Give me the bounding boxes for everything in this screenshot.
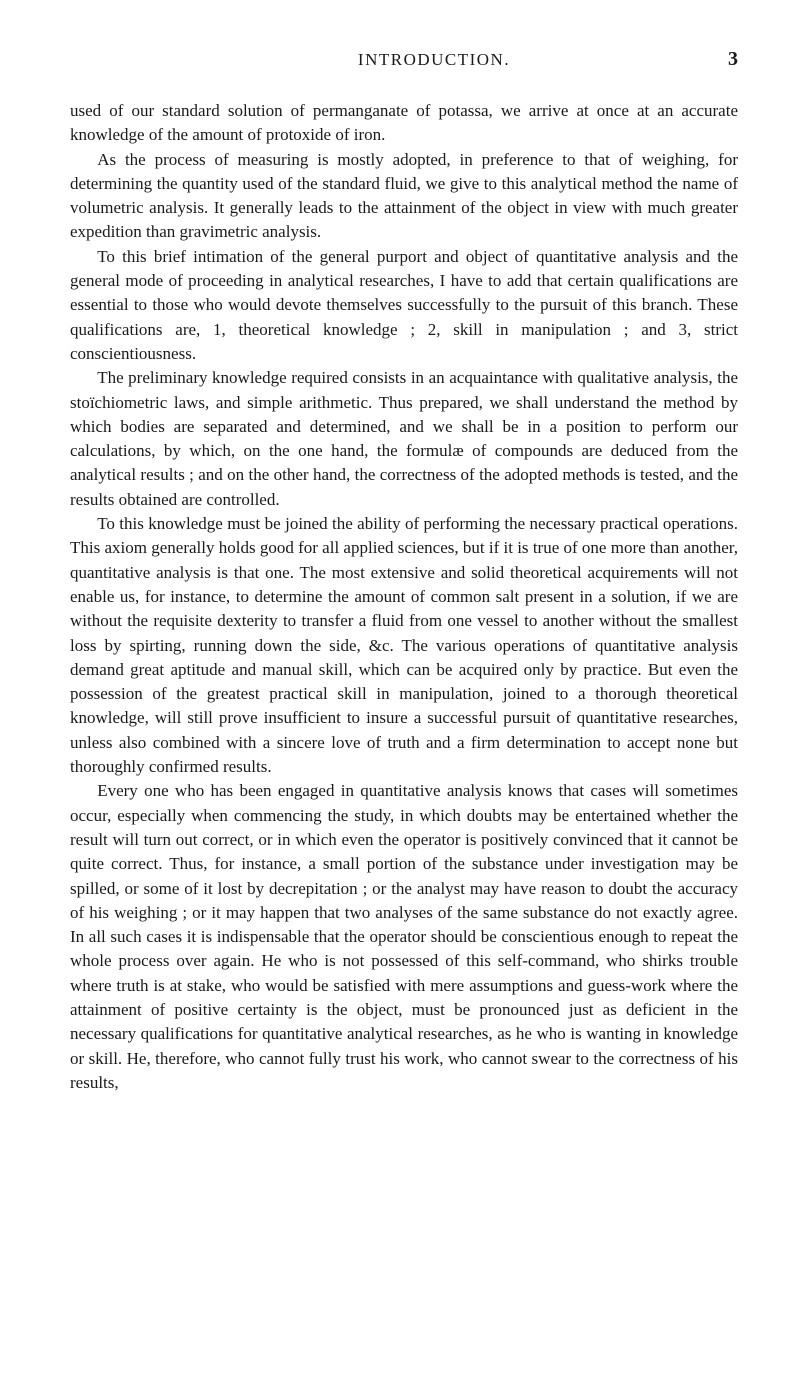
paragraph-5: To this knowledge must be joined the abi…: [70, 512, 738, 779]
paragraph-1: used of our standard solution of permang…: [70, 99, 738, 148]
paragraph-2: As the process of measuring is mostly ad…: [70, 148, 738, 245]
paragraph-4: The preliminary knowledge required consi…: [70, 366, 738, 512]
page-number: 3: [728, 48, 738, 71]
header-title: INTRODUCTION.: [140, 50, 728, 70]
paragraph-6: Every one who has been engaged in quanti…: [70, 779, 738, 1095]
page-header: INTRODUCTION. 3: [70, 48, 738, 71]
paragraph-3: To this brief intimation of the general …: [70, 245, 738, 366]
